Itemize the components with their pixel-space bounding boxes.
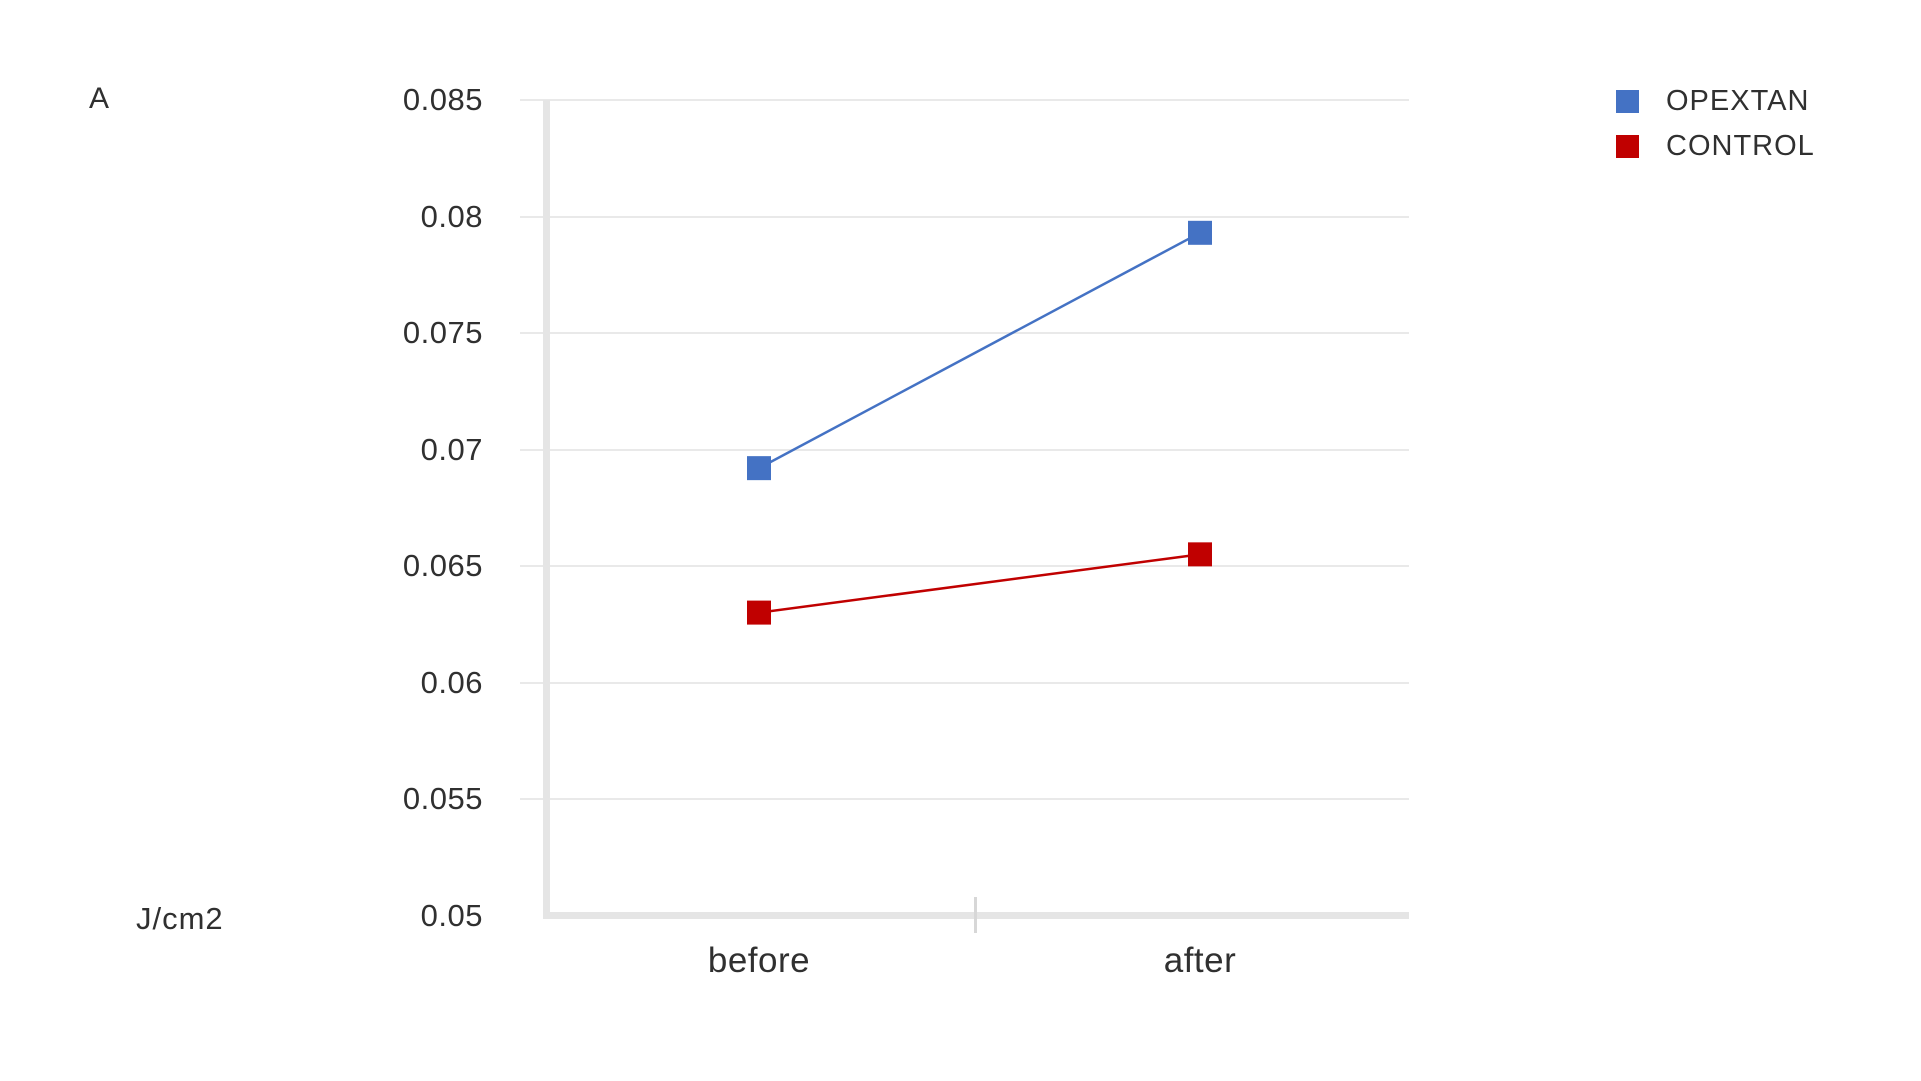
data-point-control-after	[1188, 542, 1212, 567]
series-line-control	[758, 553, 1201, 614]
legend-item-control: CONTROL	[1616, 130, 1815, 162]
y-tick-label: 0.05	[420, 897, 483, 933]
legend-label: CONTROL	[1666, 129, 1815, 162]
y-tick-label: 0.075	[402, 315, 483, 350]
y-tick-label: 0.065	[402, 548, 483, 583]
gridline	[520, 215, 1409, 218]
legend-label: OPEXTAN	[1666, 84, 1810, 117]
y-tick-label: 0.07	[420, 431, 483, 467]
legend-swatch-icon	[1616, 89, 1639, 113]
legend-swatch-icon	[1616, 134, 1639, 158]
y-tick-label: 0.08	[420, 198, 483, 234]
panel-label: A	[89, 82, 111, 115]
y-tick-label: 0.055	[402, 781, 483, 816]
gridline	[520, 798, 1409, 800]
y-axis-unit-label: J/cm2	[136, 901, 224, 936]
x-axis-tick	[974, 897, 977, 933]
y-tick-label: 0.085	[402, 82, 483, 117]
gridline	[520, 332, 1409, 334]
legend: OPEXTAN CONTROL	[1616, 85, 1815, 162]
series-line-opextan	[758, 231, 1201, 470]
x-category-label-after: after	[1163, 941, 1237, 980]
gridline	[520, 681, 1409, 684]
data-point-opextan-before	[747, 456, 771, 481]
gridline	[520, 448, 1409, 451]
legend-item-opextan: OPEXTAN	[1616, 85, 1815, 117]
data-point-control-before	[747, 600, 771, 625]
x-category-label-before: before	[707, 941, 811, 980]
gridline	[520, 99, 1409, 101]
y-axis-line	[543, 100, 550, 918]
data-point-opextan-after	[1188, 220, 1212, 245]
gridline	[520, 565, 1409, 567]
y-tick-label: 0.06	[420, 664, 483, 700]
